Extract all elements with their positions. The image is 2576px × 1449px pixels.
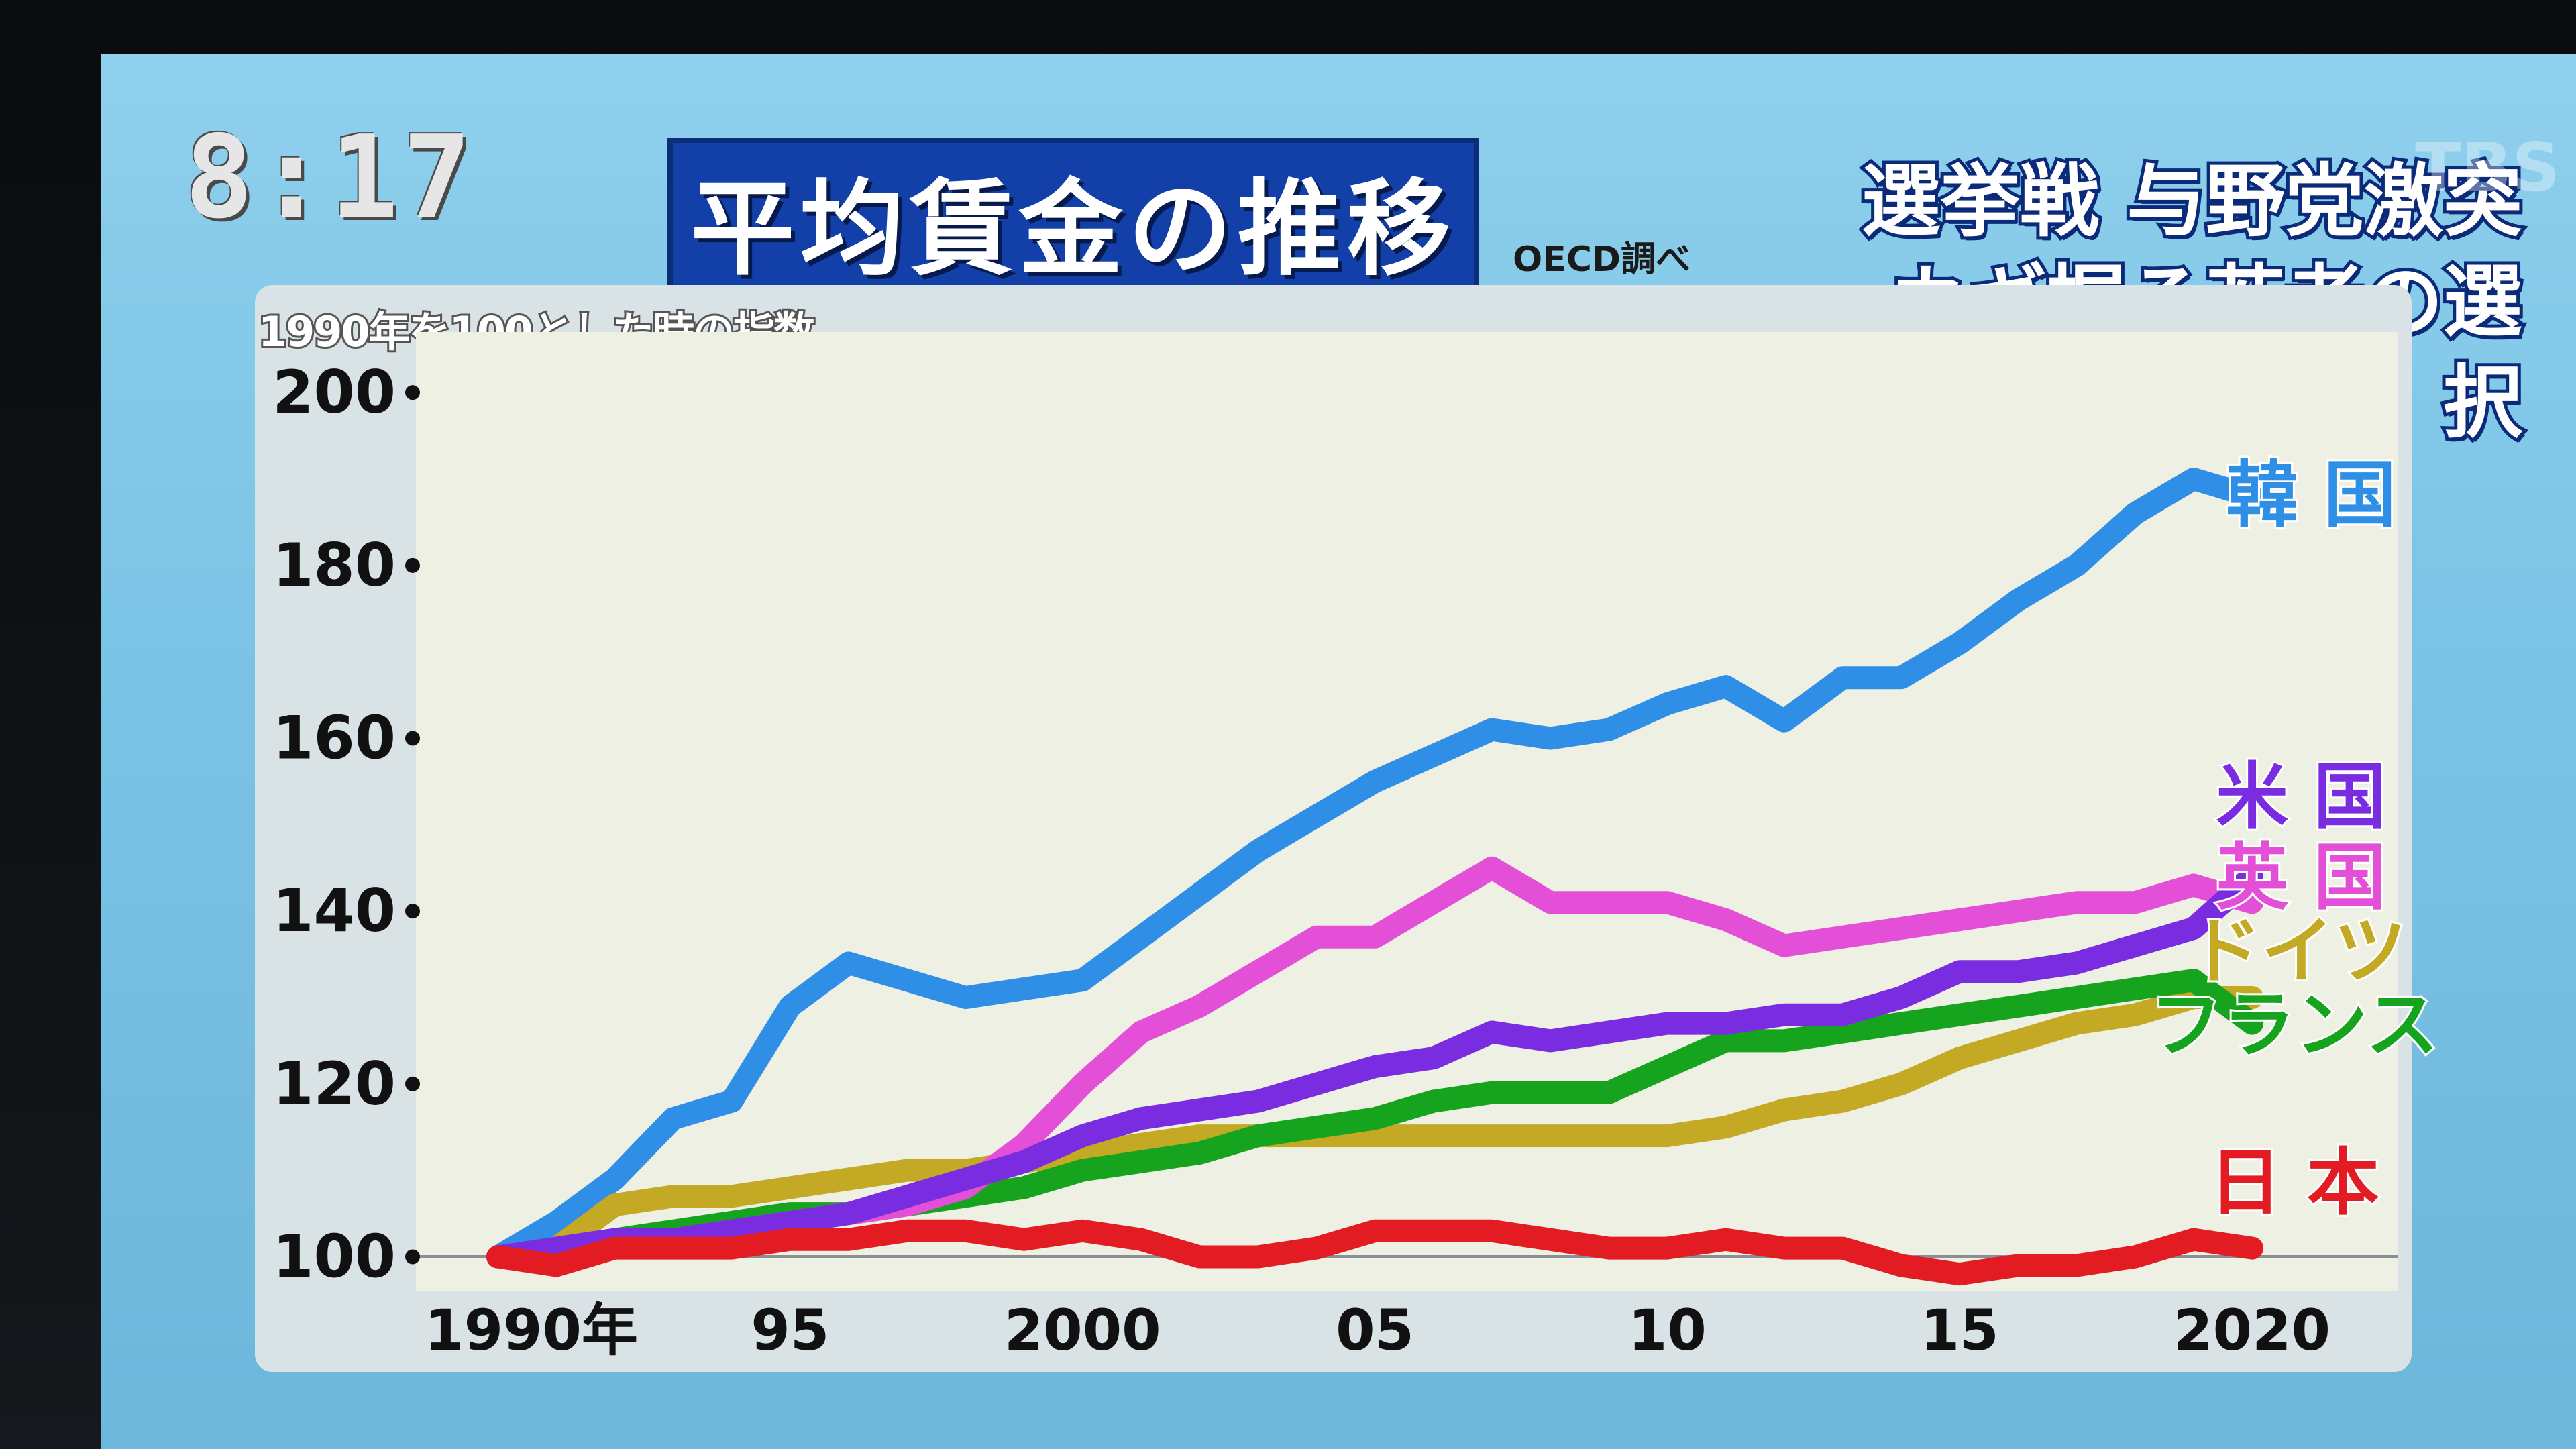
series-label-germany: ドイツ [2189,910,2406,994]
series-line-japan [486,1219,2264,1286]
chart-title: 平均賃金の推移 [690,168,1456,290]
broadcast-clock: 8:17 [184,111,476,244]
y-tick-dot [405,731,420,746]
plot-area [416,332,2398,1291]
series-label-usa: 米 国 [2216,755,2386,839]
y-tick-label: 180 [272,531,396,600]
x-tick-label: 1990年 [425,1297,638,1363]
y-tick-dot [405,557,420,573]
x-tick-label: 10 [1628,1297,1707,1363]
y-tick-dot [405,904,420,919]
headline-line-1: 選挙戦 与野党激突 [1858,152,2526,251]
y-tick-label: 160 [272,703,396,772]
y-tick-label: 100 [272,1222,396,1291]
x-tick-label: 05 [1336,1297,1414,1363]
x-tick-label: 15 [1921,1297,1999,1363]
y-tick-label: 120 [272,1049,396,1118]
x-tick-label: 2000 [1004,1297,1161,1363]
series-line-korea [486,468,2264,1269]
series-label-france: フランス [2150,983,2438,1067]
y-tick-dot [405,1076,420,1091]
x-tick-label: 2020 [2174,1297,2330,1363]
series-label-japan: 日 本 [2209,1141,2379,1225]
series-label-uk: 英 国 [2216,836,2386,920]
source-note: OECD調べ [1513,239,1691,280]
y-tick-dot [405,385,420,400]
y-tick-label: 140 [272,876,396,945]
series-line-usa [486,865,2264,1269]
y-tick-label: 200 [272,358,396,427]
series-line-germany [486,986,2264,1269]
y-tick-dot [405,1249,420,1265]
x-tick-label: 95 [751,1297,829,1363]
series-label-korea: 韓 国 [2226,453,2396,537]
